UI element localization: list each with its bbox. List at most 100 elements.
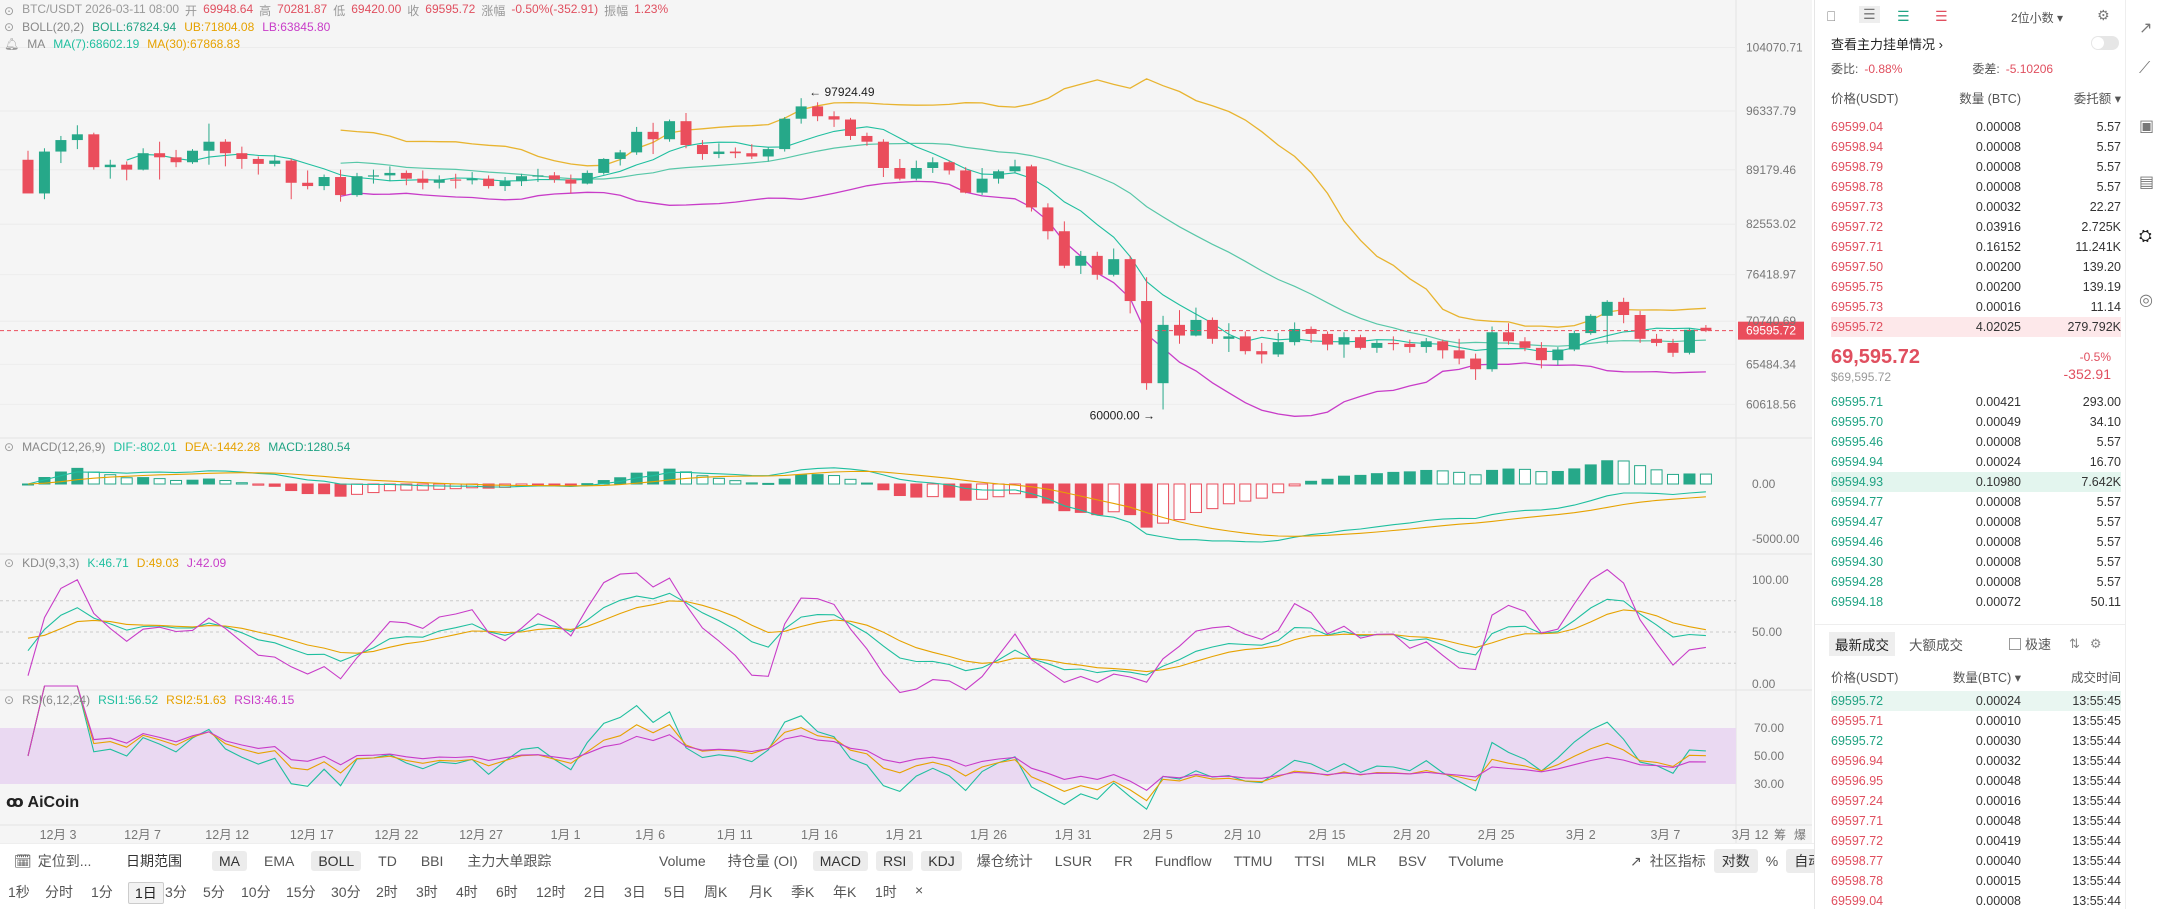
sub-indicator-1[interactable]: 持仓量 (OI) [727,853,798,869]
tab-large-trades[interactable]: 大额成交 [1909,638,1963,653]
period-4[interactable]: 3分 [165,884,187,900]
candle-body[interactable] [1667,342,1679,353]
sub-indicator-8[interactable]: Fundflow [1154,853,1212,869]
candle-body[interactable] [845,119,856,136]
candle-body[interactable] [779,118,791,150]
candle-body[interactable] [1371,342,1383,348]
candle-body[interactable] [943,162,955,171]
collapse-icon[interactable]: ⊙ [4,20,15,34]
candle-body[interactable] [1190,319,1202,336]
candle-body[interactable] [450,179,462,181]
candle-body[interactable] [1552,349,1564,361]
indicator-4[interactable]: BBI [420,853,444,869]
fast-mode-checkbox[interactable] [2009,637,2021,650]
candle-body[interactable] [696,144,708,155]
ask-row[interactable]: 69598.79 0.00008 5.57 [1831,157,2121,177]
candle-body[interactable] [927,162,939,168]
candle-body[interactable] [532,175,544,177]
ask-row[interactable]: 69598.78 0.00008 5.57 [1831,177,2121,197]
candle-body[interactable] [318,177,330,187]
ma-legend[interactable]: 🔔︎ MA MA(7):68602.19 MA(30):67868.83 [4,37,240,51]
period-8[interactable]: 30分 [331,884,361,900]
period-6[interactable]: 10分 [241,884,271,900]
bid-row[interactable]: 69594.18 0.00072 50.11 [1831,592,2121,612]
candle-body[interactable] [976,178,988,193]
candle-body[interactable] [367,175,379,177]
candle-body[interactable] [1354,337,1366,348]
period-16[interactable]: 5日 [664,884,686,900]
period-15[interactable]: 3日 [624,884,646,900]
candle-body[interactable] [1486,332,1498,370]
candle-body[interactable] [483,178,495,187]
candle-body[interactable] [55,140,67,152]
candle-body[interactable] [548,175,560,180]
period-3[interactable]: 1日 [128,882,164,904]
chart-area[interactable]: 69595.72 104070.71 96337.79 89179.46 82553.0… [0,0,1812,843]
sub-indicator-3[interactable]: RSI [875,851,914,871]
period-22[interactable]: × [915,882,924,898]
period-9[interactable]: 2时 [376,884,398,900]
candle-body[interactable] [1141,301,1153,384]
settings-icon[interactable]: ⚙ [2089,635,2102,651]
sub-indicator-13[interactable]: TVolume [1448,853,1504,869]
period-14[interactable]: 2日 [584,884,606,900]
kline-chart[interactable]: 69595.72 104070.71 96337.79 89179.46 82553.0… [0,0,1812,843]
candle-body[interactable] [335,177,347,196]
sub-indicator-6[interactable]: LSUR [1054,853,1093,869]
settings-icon[interactable]: ⚙ [2097,7,2110,23]
candle-body[interactable] [1223,336,1235,339]
period-5[interactable]: 5分 [203,884,225,900]
ask-row[interactable]: 69595.72 4.02025 279.792K [1831,317,2121,337]
candle-body[interactable] [1470,358,1482,370]
candle-body[interactable] [1305,328,1317,334]
candle-body[interactable] [1634,315,1646,339]
candle-body[interactable] [170,157,182,163]
card-icon[interactable]: ▤ [2139,174,2155,191]
candle-body[interactable] [137,153,149,170]
orderbook-both-icon[interactable]: ☰ [1859,6,1880,23]
candle-body[interactable] [1042,207,1054,232]
community-indicators-button[interactable]: 社区指标 [1649,853,1706,869]
bell-icon[interactable]: 🔔︎ [4,37,20,51]
ask-row[interactable]: 69595.75 0.00200 139.19 [1831,277,2121,297]
indicator-2[interactable]: BOLL [311,851,362,871]
axis-extra-label[interactable]: 筹 [1774,828,1786,842]
candle-body[interactable] [1272,342,1284,355]
candle-body[interactable] [71,134,83,141]
candle-body[interactable] [598,158,610,173]
sub-indicator-12[interactable]: BSV [1398,853,1427,869]
candle-body[interactable] [1535,347,1547,361]
candle-body[interactable] [1700,327,1712,331]
locate-button[interactable]: 🗓︎ 定位到... [14,848,91,874]
candle-body[interactable] [104,164,116,168]
candle-body[interactable] [1453,350,1465,359]
rsi-legend[interactable]: ⊙ RSI(6,12,24) RSI1:56.52 RSI2:51.63 RSI… [4,693,294,707]
candle-body[interactable] [1683,329,1695,353]
period-11[interactable]: 4时 [456,884,478,900]
candle-body[interactable] [664,121,676,140]
period-2[interactable]: 1分 [91,884,113,900]
main-orders-toggle[interactable] [2091,36,2119,50]
candle-body[interactable] [88,134,100,168]
period-10[interactable]: 3时 [416,884,438,900]
candle-body[interactable] [1206,319,1218,339]
candle-body[interactable] [1239,336,1251,352]
indicator-5[interactable]: 主力大单跟踪 [467,853,552,869]
candle-body[interactable] [1058,231,1070,266]
sub-indicator-10[interactable]: TTSI [1294,853,1325,869]
bid-row[interactable]: 69594.28 0.00008 5.57 [1831,572,2121,592]
candle-body[interactable] [1256,351,1268,355]
candle-body[interactable] [499,181,511,187]
candle-body[interactable] [1338,337,1350,345]
candle-body[interactable] [1618,301,1630,316]
candle-body[interactable] [861,135,873,142]
date-range-button[interactable]: 日期范围 [118,848,190,874]
period-17[interactable]: 周K [704,884,728,900]
sub-indicator-11[interactable]: MLR [1346,853,1377,869]
candle-body[interactable] [433,179,445,183]
candle-body[interactable] [1420,341,1432,348]
candle-body[interactable] [121,164,133,170]
collapse-icon[interactable]: ⊙ [4,556,15,570]
ask-row[interactable]: 69597.72 0.03916 2.725K [1831,217,2121,237]
ai-icon[interactable]: ◎ [2139,292,2153,309]
